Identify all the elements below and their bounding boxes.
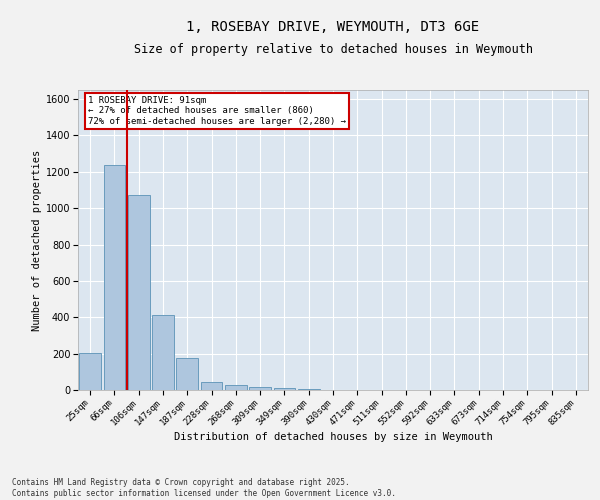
Bar [249, 386, 271, 390]
Text: 1, ROSEBAY DRIVE, WEYMOUTH, DT3 6GE: 1, ROSEBAY DRIVE, WEYMOUTH, DT3 6GE [187, 20, 479, 34]
Y-axis label: Number of detached properties: Number of detached properties [32, 150, 41, 330]
Bar [225, 386, 247, 390]
Bar [200, 382, 223, 390]
Bar [298, 389, 320, 390]
Bar [104, 166, 125, 390]
Text: Size of property relative to detached houses in Weymouth: Size of property relative to detached ho… [134, 42, 533, 56]
Bar [128, 194, 149, 390]
Text: Contains HM Land Registry data © Crown copyright and database right 2025.
Contai: Contains HM Land Registry data © Crown c… [12, 478, 396, 498]
Bar [79, 352, 101, 390]
Bar [176, 358, 198, 390]
X-axis label: Distribution of detached houses by size in Weymouth: Distribution of detached houses by size … [173, 432, 493, 442]
Bar [152, 314, 174, 390]
Text: 1 ROSEBAY DRIVE: 91sqm
← 27% of detached houses are smaller (860)
72% of semi-de: 1 ROSEBAY DRIVE: 91sqm ← 27% of detached… [88, 96, 346, 126]
Bar [274, 388, 295, 390]
